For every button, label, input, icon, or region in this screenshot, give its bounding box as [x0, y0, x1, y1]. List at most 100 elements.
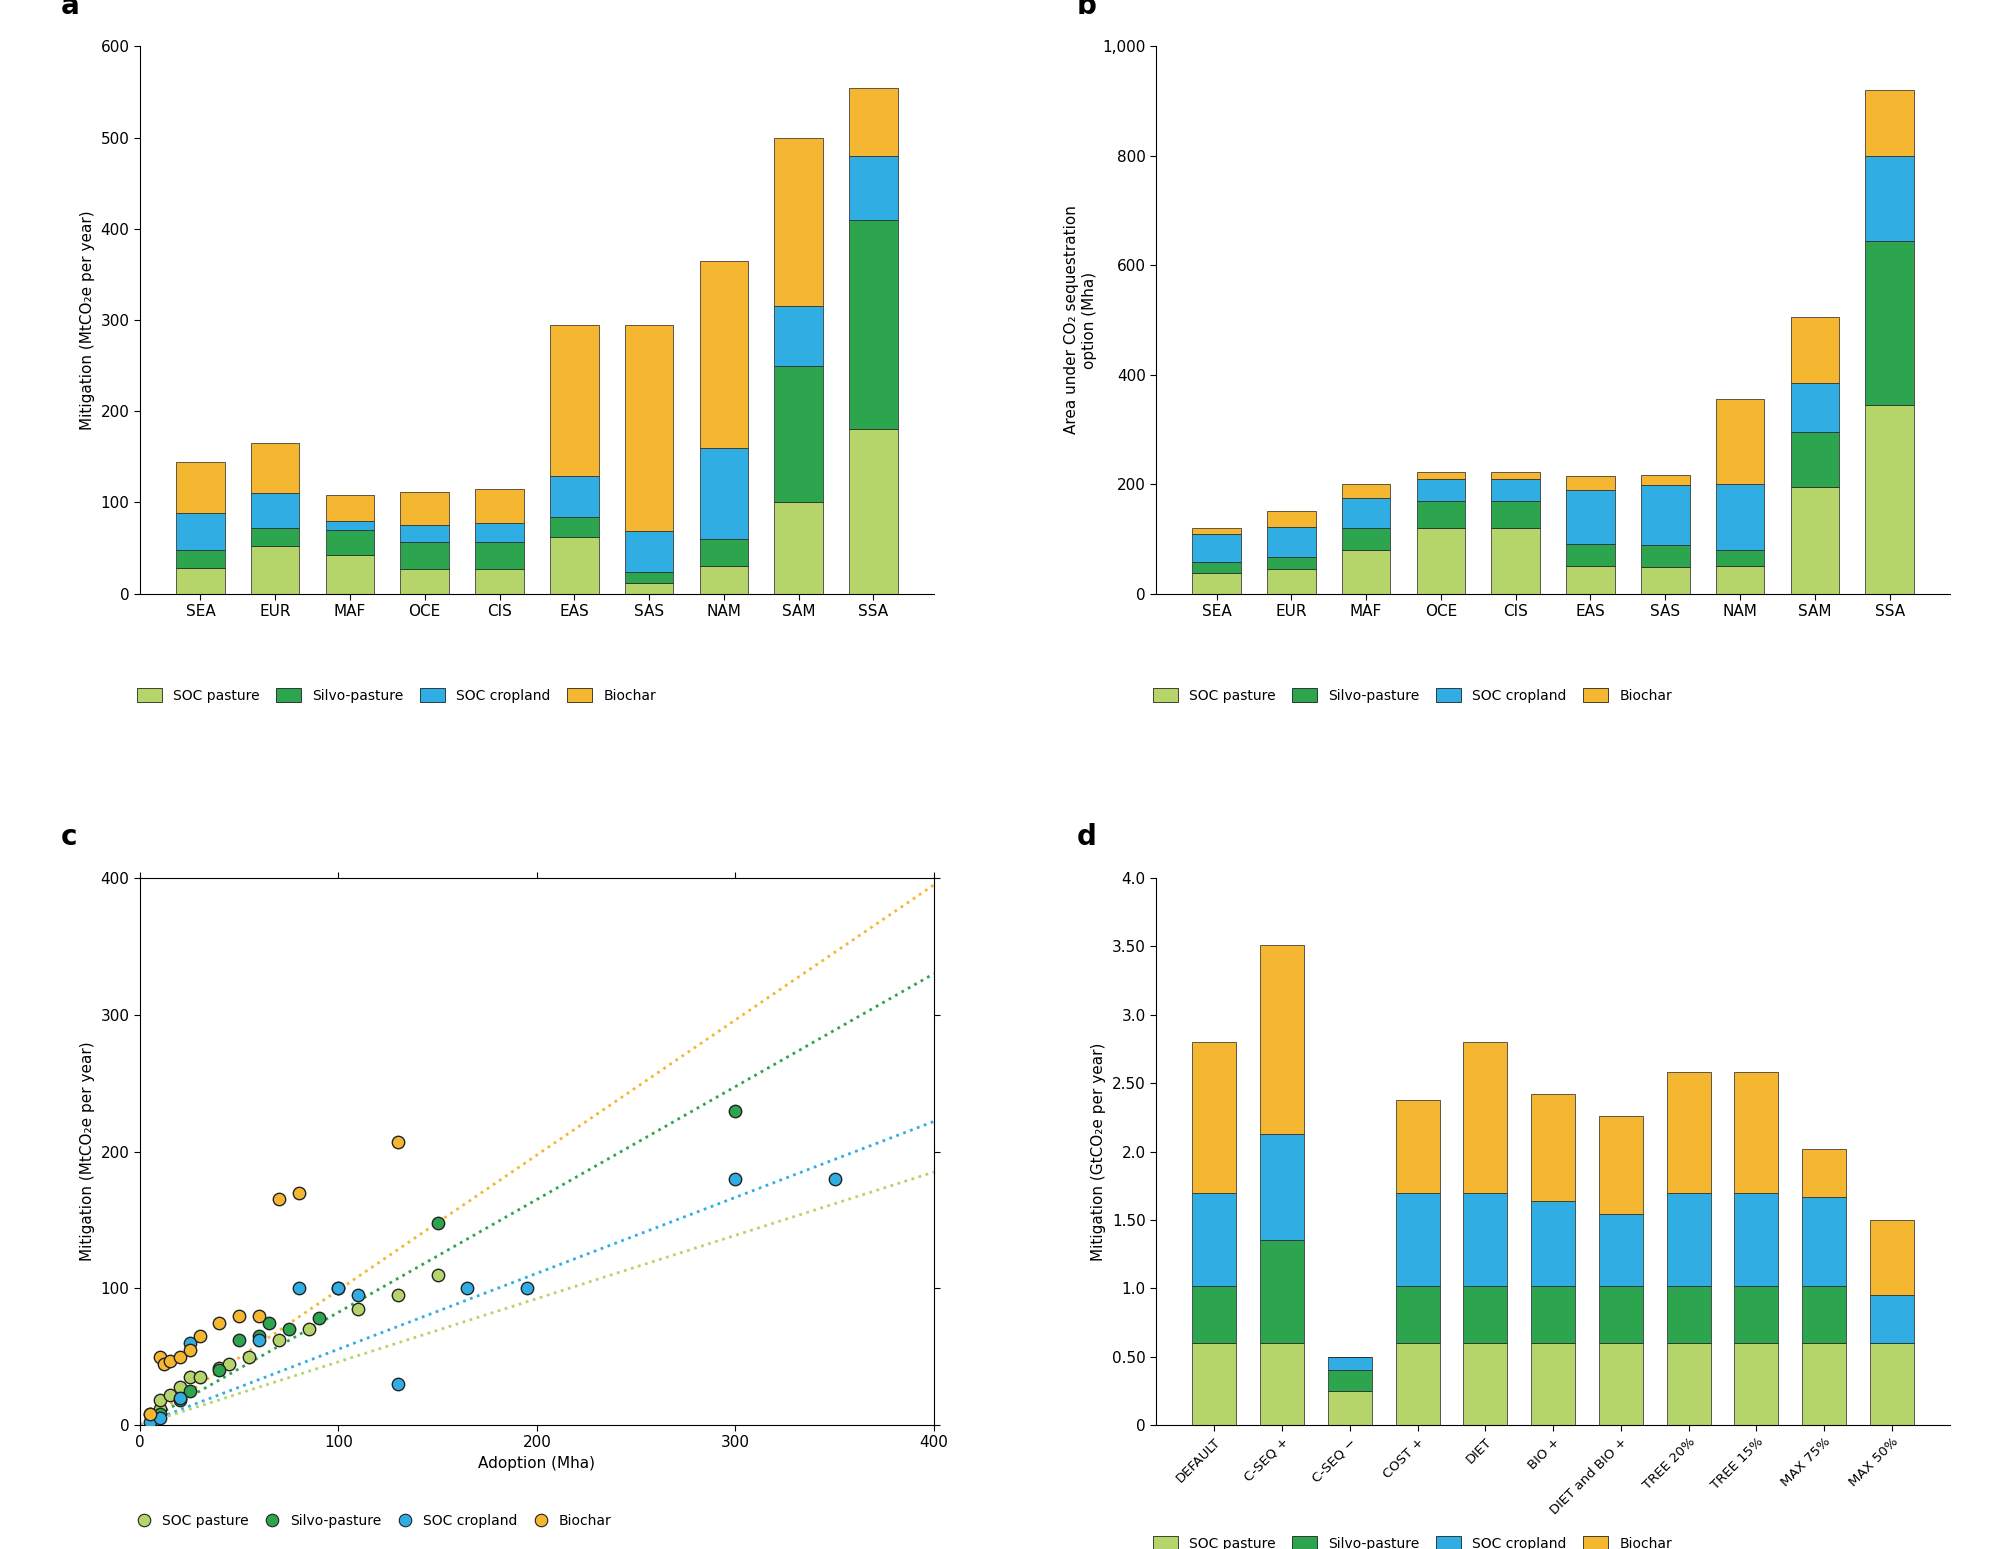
Bar — [1866, 404, 1914, 593]
Y-axis label: Mitigation (MtCO₂e per year): Mitigation (MtCO₂e per year) — [80, 211, 96, 429]
Bar — [550, 476, 598, 517]
Bar — [1192, 528, 1240, 534]
Point — [422, 1210, 454, 1235]
Point — [164, 1385, 196, 1410]
Bar — [1640, 476, 1690, 485]
Bar — [1870, 1295, 1914, 1343]
Point — [134, 1410, 166, 1434]
Bar — [326, 520, 374, 530]
Point — [164, 1345, 196, 1369]
Point — [244, 1324, 276, 1349]
Bar — [700, 539, 748, 567]
Bar — [850, 220, 898, 429]
Bar — [1790, 318, 1840, 383]
Point — [262, 1187, 294, 1211]
Point — [422, 1262, 454, 1287]
Bar — [1268, 527, 1316, 558]
Bar — [700, 260, 748, 448]
Bar — [400, 542, 450, 568]
Bar — [400, 525, 450, 542]
Bar — [850, 87, 898, 156]
Bar — [1342, 497, 1390, 528]
Point — [818, 1166, 850, 1191]
Bar — [1734, 1286, 1778, 1343]
Bar — [850, 429, 898, 593]
Bar — [1566, 489, 1614, 544]
Bar — [1192, 1343, 1236, 1425]
Bar — [1532, 1343, 1576, 1425]
Bar — [1260, 1241, 1304, 1343]
Point — [174, 1379, 206, 1403]
Point — [204, 1310, 236, 1335]
Point — [322, 1276, 354, 1301]
Text: a: a — [60, 0, 80, 20]
Point — [282, 1180, 314, 1205]
Bar — [1716, 567, 1764, 593]
Bar — [400, 493, 450, 525]
Bar — [176, 550, 224, 568]
Point — [244, 1327, 276, 1352]
Bar — [1666, 1193, 1710, 1286]
Text: b: b — [1076, 0, 1096, 20]
Bar — [1268, 568, 1316, 593]
Bar — [1464, 1286, 1508, 1343]
Bar — [1734, 1343, 1778, 1425]
Bar — [1396, 1100, 1440, 1193]
Bar — [550, 517, 598, 538]
Point — [184, 1324, 216, 1349]
Bar — [1666, 1072, 1710, 1193]
Bar — [1790, 383, 1840, 432]
Bar — [250, 443, 300, 493]
Point — [382, 1283, 414, 1307]
Bar — [1492, 528, 1540, 593]
Bar — [774, 307, 822, 366]
Bar — [1328, 1371, 1372, 1391]
Point — [382, 1372, 414, 1397]
Bar — [1416, 528, 1466, 593]
Bar — [1532, 1094, 1576, 1200]
Point — [720, 1166, 752, 1191]
Point — [204, 1355, 236, 1380]
Bar — [1640, 485, 1690, 545]
Bar — [1464, 1193, 1508, 1286]
Y-axis label: Area under CO₂ sequestration
option (Mha): Area under CO₂ sequestration option (Mha… — [1064, 206, 1096, 434]
Bar — [550, 538, 598, 593]
Bar — [624, 582, 674, 593]
Bar — [1260, 945, 1304, 1134]
Point — [512, 1276, 544, 1301]
Bar — [700, 448, 748, 539]
Point — [292, 1317, 324, 1341]
Point — [254, 1310, 286, 1335]
Bar — [1598, 1115, 1642, 1214]
Bar — [1260, 1134, 1304, 1241]
Bar — [326, 530, 374, 555]
Bar — [476, 488, 524, 524]
Bar — [1416, 500, 1466, 528]
Bar — [1342, 528, 1390, 550]
Bar — [1566, 567, 1614, 593]
Point — [342, 1297, 374, 1321]
Point — [214, 1351, 246, 1376]
Bar — [1790, 432, 1840, 486]
Point — [204, 1358, 236, 1383]
Bar — [700, 567, 748, 593]
Point — [164, 1388, 196, 1413]
Text: d: d — [1076, 823, 1096, 852]
Bar — [176, 462, 224, 513]
Point — [452, 1276, 484, 1301]
Bar — [1734, 1072, 1778, 1193]
Bar — [774, 502, 822, 593]
Point — [144, 1406, 176, 1431]
Point — [164, 1374, 196, 1399]
Bar — [1802, 1149, 1846, 1197]
Bar — [1328, 1357, 1372, 1371]
Point — [342, 1283, 374, 1307]
Bar — [1192, 1042, 1236, 1193]
Bar — [476, 568, 524, 593]
Bar — [1492, 479, 1540, 500]
Bar — [1640, 567, 1690, 593]
Legend: SOC pasture, Silvo-pasture, SOC cropland, Biochar: SOC pasture, Silvo-pasture, SOC cropland… — [1148, 1530, 1678, 1549]
Point — [174, 1337, 206, 1362]
Bar — [176, 568, 224, 593]
Legend: SOC pasture, Silvo-pasture, SOC cropland, Biochar: SOC pasture, Silvo-pasture, SOC cropland… — [132, 1509, 618, 1534]
